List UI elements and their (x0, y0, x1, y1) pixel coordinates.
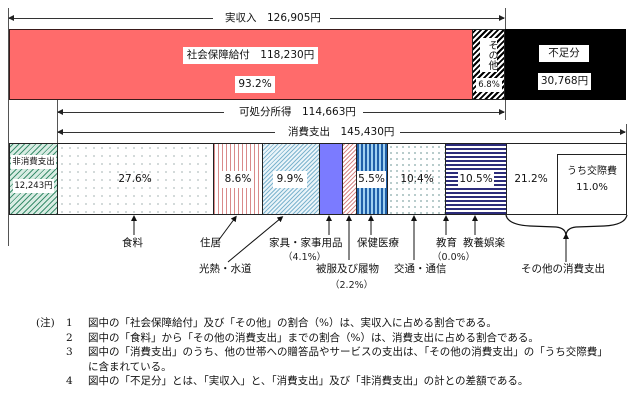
other-income-label: その他 (480, 38, 497, 72)
transport-category-label: 交通・通信 (394, 263, 447, 275)
shortfall-label: 不足分 (539, 45, 589, 62)
other-consumption-percent: 21.2% (512, 171, 550, 188)
consumption-arrow-left (57, 129, 275, 135)
consumption-arrow-right (400, 129, 626, 135)
social-expenses-percent: 11.0% (560, 179, 624, 196)
food-category-label: 食料 (122, 237, 143, 249)
shortfall-amount: 30,768円 (538, 73, 591, 90)
social-expenses-label: うち交際費 (560, 163, 624, 180)
income-end-guide-line (505, 8, 506, 32)
note-number: 4 (66, 375, 73, 387)
food-segment (57, 143, 214, 215)
other-income-text: その他 (486, 40, 497, 70)
note-number: 1 (66, 317, 73, 329)
note-number: 3 (66, 346, 73, 358)
disposable-end-guide-line (505, 100, 506, 120)
income-arrow-right (330, 15, 505, 21)
note-4: 4 図中の「不足分」とは、「実収入」と、「消費支出」及び「非消費支出」の計との差… (36, 374, 608, 389)
note-3: 3 図中の「消費支出」のうち、他の世帯への贈答品やサービスの支出は、「その他の消… (36, 345, 608, 360)
note-1: (注) 1 図中の「社会保障給付」及び「その他」の割合（%）は、実収入に占める割… (36, 316, 608, 331)
notes-tag: (注) (36, 317, 55, 329)
food-percent: 27.6% (118, 173, 152, 185)
income-total-label: 実収入 126,905円 (222, 11, 324, 25)
recreation-category-label: 教養娯楽 (463, 237, 505, 249)
pointer-arrows (131, 214, 628, 263)
note-number: 2 (66, 331, 73, 344)
utilities-category-label: 光熱・水道 (199, 263, 252, 275)
note-text: 図中の「不足分」とは、「実収入」と、「消費支出」及び「非消費支出」の計との差額で… (88, 375, 529, 387)
consumption-label: 消費支出 145,430円 (285, 125, 398, 139)
disposable-arrow-right (363, 109, 505, 115)
disposable-arrow-left (57, 109, 224, 115)
disposable-income-label: 可処分所得 114,663円 (236, 105, 359, 119)
transport-percent: 10.4% (400, 173, 434, 185)
medical-category-label: 保健医療 (357, 237, 399, 249)
non-consumption-amount: 12,243円 (13, 179, 54, 193)
note-text: 図中の「社会保障給付」及び「その他」の割合（%）は、実収入に占める割合である。 (88, 317, 497, 329)
education-percent-label: （0.0%） (432, 252, 476, 263)
utilities-percent: 9.9% (273, 171, 307, 188)
non-consumption-label: 非消費支出 (11, 155, 56, 169)
housing-percent: 8.6% (222, 171, 254, 188)
social-security-label: 社会保障給付 118,230円 (183, 47, 318, 64)
transport-segment (387, 143, 446, 215)
note-text: 図中の「消費支出」のうち、他の世帯への贈答品やサービスの支出は、「その他の消費支… (88, 346, 608, 358)
notes: (注) 1 図中の「社会保障給付」及び「その他」の割合（%）は、実収入に占める割… (36, 316, 608, 389)
note-2: 2 図中の「食料」から「その他の消費支出」までの割合（%）は、消費支出に占める割… (36, 331, 608, 346)
furniture-category-label: 家具・家事用品 (269, 237, 343, 249)
housing-category-label: 住居 (200, 237, 221, 249)
clothing-percent-label: （2.2%） (330, 280, 374, 291)
brace (505, 214, 628, 237)
consumption-end-guide-line (626, 124, 627, 144)
other-income-percent: 6.8% (476, 78, 502, 92)
furniture-percent-label: （4.1%） (283, 252, 327, 263)
recreation-percent: 10.5% (458, 171, 494, 188)
note-3-continuation: に含まれている。 (88, 360, 172, 373)
clothing-category-label: 被服及び履物 (316, 263, 379, 275)
education-category-label: 教育 (436, 237, 457, 249)
other-consumption-category-label: その他の消費支出 (521, 263, 605, 275)
social-security-percent: 93.2% (235, 76, 275, 93)
medical-percent: 5.5% (357, 171, 386, 188)
furniture-segment (319, 143, 343, 215)
disposable-start-guide-line (57, 100, 58, 144)
income-arrow-left (8, 15, 213, 21)
left-guide-line (8, 8, 9, 246)
note-text: 図中の「食料」から「その他の消費支出」までの割合（%）は、消費支出に占める割合で… (88, 331, 539, 344)
